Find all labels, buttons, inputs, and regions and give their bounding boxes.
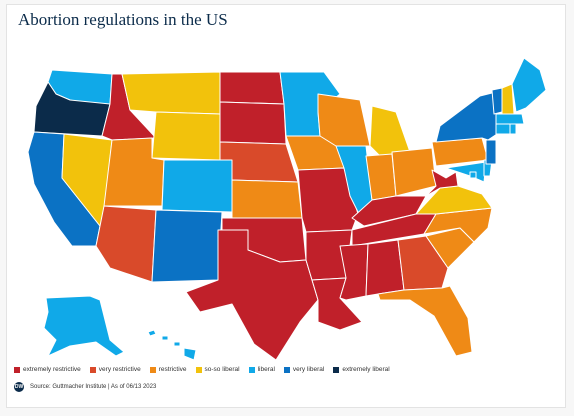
legend-item: very restrictive: [89, 366, 141, 373]
state-TX: [185, 229, 319, 361]
legend-swatch: [89, 366, 96, 373]
state-CT: [495, 123, 511, 135]
state-CO: [161, 159, 233, 213]
state-VT: [491, 87, 503, 115]
state-RI: [509, 123, 517, 135]
legend-item: restrictive: [149, 366, 187, 373]
legend-swatch: [195, 366, 202, 373]
state-ME: [511, 57, 547, 113]
legend-swatch: [149, 366, 156, 373]
state-WI: [317, 93, 371, 147]
legend-swatch: [248, 366, 255, 373]
legend: extremely restrictive very restrictive r…: [14, 366, 390, 373]
legend-item: so-so liberal: [195, 366, 240, 373]
state-WY: [151, 111, 221, 161]
state-FL: [377, 285, 473, 357]
source-text: Source: Guttmacher Institute | As of 06/…: [30, 384, 157, 390]
legend-swatch: [333, 366, 340, 373]
state-WV: [425, 169, 459, 197]
state-NM: [151, 209, 223, 283]
state-AK: [43, 295, 125, 357]
state-NJ: [485, 139, 497, 165]
state-OH: [391, 147, 437, 197]
legend-item: liberal: [248, 366, 275, 373]
legend-item: very liberal: [283, 366, 324, 373]
legend-item: extremely liberal: [333, 366, 390, 373]
dw-logo-icon: DW: [14, 382, 24, 392]
state-MT: [121, 71, 221, 115]
state-NE: [219, 141, 299, 183]
state-SD: [219, 101, 287, 145]
state-AL: [365, 239, 405, 297]
source-line: DW Source: Guttmacher Institute | As of …: [14, 382, 156, 392]
state-DC: [469, 171, 477, 179]
state-KS: [231, 179, 303, 219]
page-title: Abortion regulations in the US: [18, 10, 228, 29]
state-ND: [219, 71, 285, 105]
legend-swatch: [14, 366, 20, 373]
state-PA: [431, 137, 489, 167]
state-AZ: [95, 205, 157, 283]
state-MA: [495, 113, 525, 125]
state-GA: [397, 235, 449, 291]
state-NH: [501, 83, 515, 115]
legend-item: extremely restrictive: [14, 366, 81, 373]
state-NY: [435, 91, 501, 143]
state-MI: [369, 105, 411, 157]
legend-swatch: [283, 366, 290, 373]
state-HI: [147, 329, 197, 361]
